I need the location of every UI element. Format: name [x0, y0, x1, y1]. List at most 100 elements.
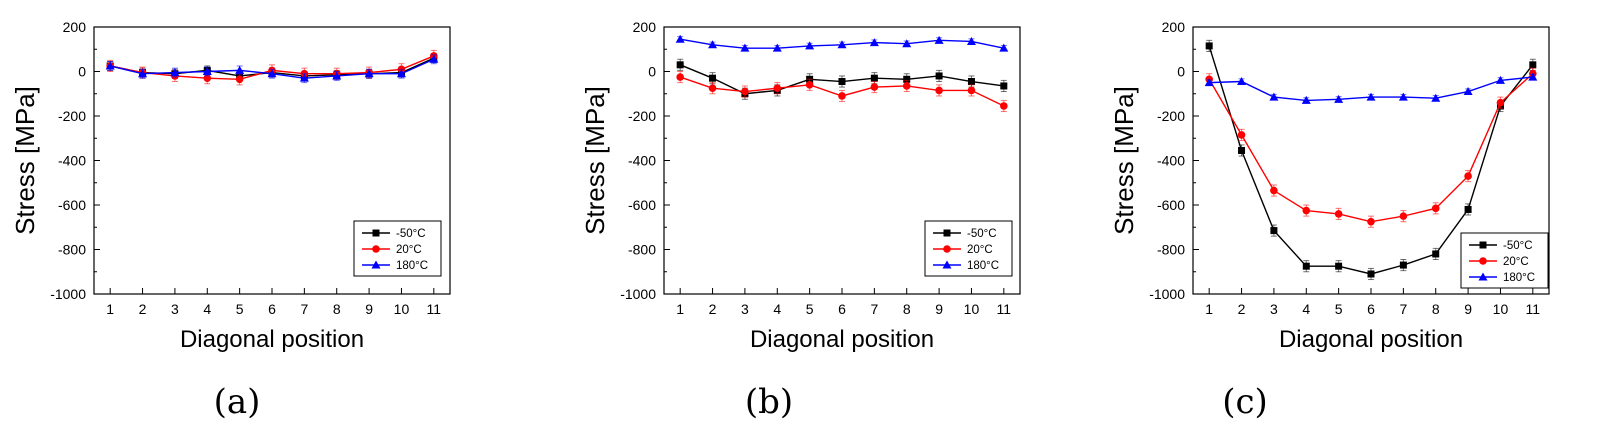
data-point: [967, 78, 975, 86]
data-point: [267, 69, 277, 78]
data-point: [1367, 270, 1375, 278]
series-180°C: [1204, 72, 1538, 104]
legend-label: -50°C: [1503, 240, 1533, 252]
data-point: [1399, 212, 1408, 220]
data-point: [1000, 82, 1008, 90]
y-tick-label: -200: [58, 108, 86, 124]
data-point: [741, 87, 749, 96]
y-tick-label: 0: [1177, 64, 1185, 80]
data-point: [999, 43, 1009, 52]
y-tick-label: 0: [648, 64, 656, 80]
y-tick-label: -600: [58, 197, 86, 213]
data-point: [1398, 92, 1408, 101]
y-tick-label: -200: [628, 108, 656, 124]
data-point: [1431, 93, 1441, 102]
data-point: [838, 78, 846, 86]
data-point: [1204, 78, 1214, 87]
data-point: [967, 86, 976, 95]
data-point: [773, 84, 782, 92]
x-tick-label: 4: [773, 301, 781, 317]
legend-marker: [942, 260, 952, 269]
chart-panel-c: 200 0 -200 -400 -600 -800 -1000 1 2 3 4 5 6 7 8 9 10 11 Di…: [1109, 19, 1550, 422]
data-point: [838, 92, 846, 100]
data-point: [772, 43, 782, 52]
x-tick-label: 9: [365, 301, 373, 317]
data-point: [708, 84, 717, 92]
x-tick-label: 4: [1302, 301, 1310, 317]
data-point: [709, 74, 717, 82]
data-point: [1464, 205, 1472, 213]
data-point: [1205, 42, 1213, 50]
legend-label: -50°C: [967, 228, 997, 240]
series-180°C: [105, 54, 439, 84]
data-point: [299, 73, 309, 82]
legend-marker: [1479, 257, 1487, 265]
data-point: [1529, 61, 1537, 69]
x-tick-label: 10: [964, 301, 980, 317]
data-point: [805, 41, 815, 50]
y-tick-label: -600: [628, 197, 656, 213]
data-point: [396, 69, 406, 78]
data-point: [675, 34, 685, 43]
legend-label: -50°C: [396, 228, 426, 240]
chart-panel-a: 200 0 -200 -400 -600 -800 -1000 1 2 3 4 5 6 7 8 9 10 11 Di…: [10, 19, 451, 422]
data-point: [869, 38, 879, 47]
data-point: [676, 73, 684, 81]
panel-label: (a): [214, 382, 261, 422]
data-point: [1399, 261, 1407, 269]
x-tick-label: 7: [870, 301, 878, 317]
data-point: [1000, 102, 1008, 110]
x-tick-label: 6: [838, 301, 846, 317]
y-tick-label: -400: [1157, 153, 1185, 169]
x-tick-label: 5: [806, 301, 814, 317]
data-point: [235, 65, 245, 74]
x-tick-label: 6: [1367, 301, 1375, 317]
x-tick-label: 3: [741, 301, 749, 317]
data-point: [429, 54, 439, 63]
data-point: [1464, 172, 1472, 180]
x-tick-label: 11: [1526, 301, 1541, 317]
data-point: [1496, 98, 1505, 107]
data-point: [1270, 227, 1278, 235]
x-tick-label: 10: [394, 301, 410, 317]
panel-label: (b): [745, 382, 793, 422]
data-point: [676, 61, 684, 69]
series-180°C: [675, 34, 1009, 52]
series-20°C: [676, 71, 1008, 113]
data-point: [902, 82, 911, 90]
data-point: [202, 67, 212, 75]
y-tick-label: -200: [1157, 108, 1185, 124]
y-axis-label: Stress [MPa]: [580, 86, 610, 235]
y-tick-label: -1000: [50, 286, 86, 302]
x-tick-label: 11: [997, 301, 1012, 317]
y-tick-label: 200: [1162, 19, 1186, 35]
series--50°C: [676, 58, 1008, 100]
data-point: [364, 69, 374, 78]
data-point: [870, 74, 878, 82]
legend-label: 180°C: [1503, 272, 1535, 284]
legend: -50°C 20°C 180°C: [924, 220, 1013, 277]
data-point: [332, 71, 342, 80]
x-tick-label: 8: [1432, 301, 1440, 317]
x-tick-label: 10: [1493, 301, 1509, 317]
y-tick-label: 200: [63, 19, 87, 35]
x-axis-label: Diagonal position: [180, 326, 364, 353]
legend-marker: [372, 229, 380, 237]
legend: -50°C 20°C 180°C: [1460, 232, 1549, 289]
y-tick-label: -800: [58, 242, 86, 258]
data-point: [1528, 72, 1538, 81]
data-point: [934, 35, 944, 44]
data-point: [1367, 217, 1375, 226]
data-point: [1366, 92, 1376, 101]
x-tick-label: 2: [139, 301, 147, 317]
legend-label: 20°C: [1503, 256, 1529, 268]
data-point: [138, 69, 148, 78]
series-20°C: [106, 49, 438, 86]
data-point: [1269, 92, 1279, 101]
legend-marker: [372, 245, 380, 253]
data-point: [1238, 146, 1246, 154]
data-point: [1270, 186, 1278, 195]
data-point: [837, 40, 847, 49]
data-point: [903, 75, 911, 83]
